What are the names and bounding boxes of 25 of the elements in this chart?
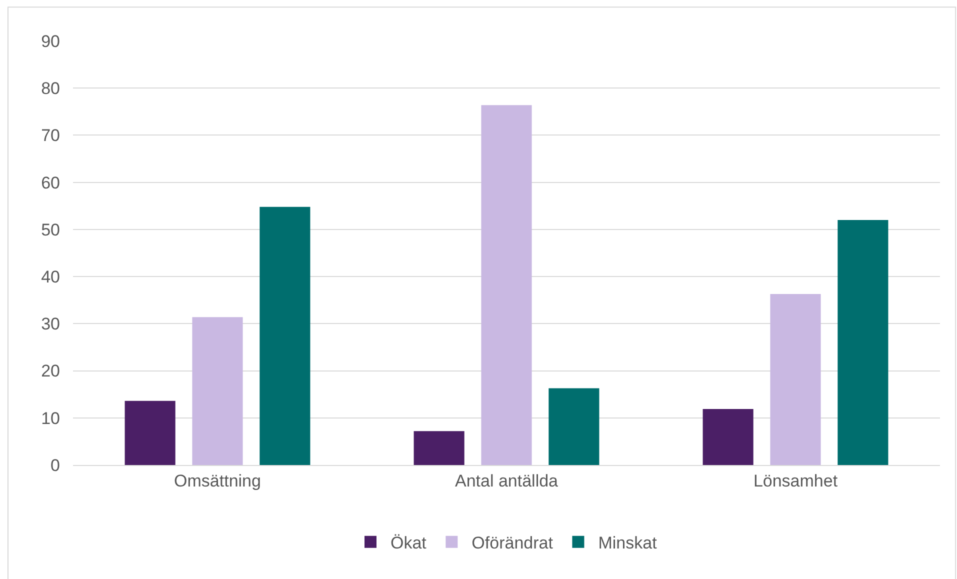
bar <box>192 317 243 465</box>
y-tick-label: 60 <box>41 173 60 192</box>
y-tick-label: 90 <box>41 32 60 51</box>
bar <box>702 408 754 465</box>
y-tick-label: 10 <box>41 408 60 428</box>
bar <box>548 388 600 465</box>
y-tick-label: 50 <box>41 220 60 240</box>
legend-label: Oförändrat <box>472 534 554 553</box>
y-tick-label: 70 <box>41 126 60 146</box>
x-tick-label: Lönsamhet <box>753 471 838 490</box>
legend-label: Minskat <box>598 534 658 553</box>
bar <box>124 400 176 465</box>
legend-label: Ökat <box>390 534 427 553</box>
y-tick-label: 20 <box>41 362 60 381</box>
x-tick-label: Antal antällda <box>454 471 559 490</box>
y-tick-label: 40 <box>41 268 60 287</box>
y-tick-label: 80 <box>41 79 60 98</box>
x-tick-label: Omsättning <box>174 471 261 490</box>
y-tick-label: 0 <box>50 456 60 475</box>
bar <box>770 294 821 465</box>
bar <box>838 220 888 465</box>
y-tick-label: 30 <box>41 314 60 334</box>
bar <box>414 431 464 465</box>
bar <box>481 105 532 465</box>
bar <box>260 206 310 465</box>
